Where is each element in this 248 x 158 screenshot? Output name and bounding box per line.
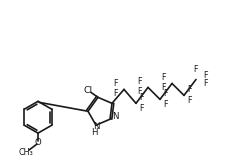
Text: CH₃: CH₃ [19, 148, 33, 157]
Text: F: F [114, 79, 118, 88]
Text: F: F [138, 87, 142, 96]
Text: N: N [93, 122, 99, 131]
Text: F: F [162, 73, 166, 82]
Text: F: F [188, 96, 192, 105]
Text: F: F [162, 83, 166, 92]
Text: F: F [194, 65, 198, 74]
Text: F: F [188, 85, 192, 94]
Text: F: F [114, 89, 118, 98]
Text: F: F [164, 100, 168, 109]
Text: H: H [91, 128, 97, 137]
Text: F: F [140, 104, 144, 113]
Text: N: N [112, 112, 118, 121]
Text: F: F [203, 79, 207, 88]
Text: Cl: Cl [83, 86, 93, 95]
Text: F: F [203, 71, 207, 80]
Text: F: F [164, 89, 168, 98]
Text: F: F [138, 77, 142, 86]
Text: O: O [35, 138, 41, 147]
Text: F: F [140, 93, 144, 102]
